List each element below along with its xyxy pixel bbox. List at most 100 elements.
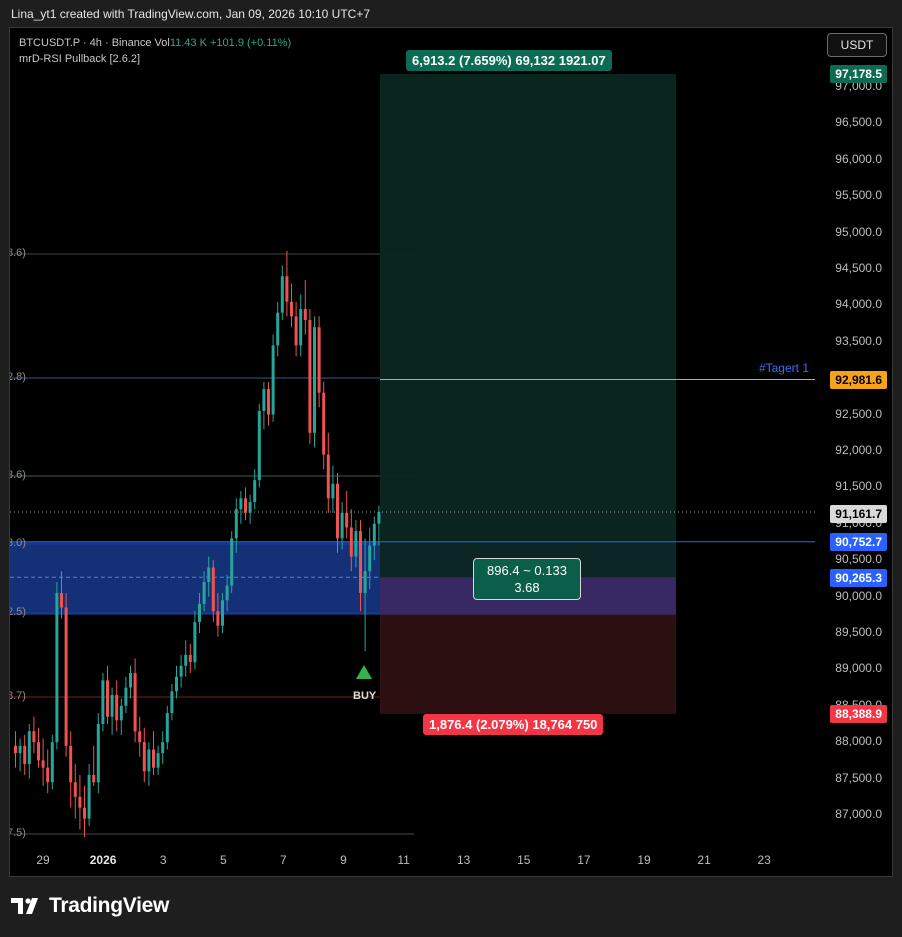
stop-price-tag: 88,388.9 [830, 705, 887, 723]
candle-body [133, 673, 137, 732]
price-axis-label: 96,000.0 [835, 151, 882, 166]
candle-body [207, 567, 211, 583]
loss-info-box[interactable]: 1,876.4 (2.079%) 18,764 750 [423, 714, 604, 735]
fib-level-label: 2.5) [10, 606, 26, 618]
date-axis-label: 9 [340, 853, 347, 867]
candle-body [27, 731, 31, 765]
candle-body [248, 501, 252, 513]
position-ratio-line1: 896.4 ~ 0.133 [487, 563, 567, 578]
candle-body [115, 694, 119, 721]
candle-body [170, 691, 174, 714]
candle-body [161, 742, 165, 754]
currency-button[interactable]: USDT [827, 33, 887, 57]
price-axis-label: 95,500.0 [835, 188, 882, 203]
chart-frame[interactable]: BTCUSDT.P · 4h · Binance Vol11.43 K +101… [9, 27, 893, 877]
candle-body [230, 538, 234, 586]
candle-body [317, 327, 321, 393]
candle-body [92, 774, 96, 783]
candle-body [110, 694, 114, 717]
candle-body [280, 276, 284, 313]
candle-body [32, 731, 36, 743]
legend-symbol[interactable]: BTCUSDT.P · 4h · Binance [19, 37, 152, 49]
candle-body [96, 724, 100, 783]
candle-body [60, 592, 63, 608]
candle-body [129, 673, 132, 688]
candle-body [303, 309, 307, 320]
profit-info-box[interactable]: 6,913.2 (7.659%) 69,132 1921.07 [406, 50, 612, 71]
candle-body [211, 567, 215, 612]
candle-body [340, 512, 344, 539]
candle-body [267, 389, 270, 415]
buy-signal-label: BUY [353, 690, 377, 702]
candle-body [225, 585, 229, 601]
candle-body [377, 512, 381, 524]
chart-canvas[interactable] [10, 28, 893, 877]
candle-body [239, 498, 243, 510]
entry-upper-price-tag: 90,752.7 [830, 533, 887, 551]
candle-body [372, 523, 376, 546]
candle-body [50, 742, 54, 783]
legend-symbol-row: BTCUSDT.P · 4h · Binance Vol11.43 K +101… [19, 35, 291, 51]
candle-body [18, 745, 22, 754]
candle-body [156, 753, 160, 768]
candle-body [234, 509, 238, 539]
legend-vol-value: 11.43 K [169, 37, 207, 49]
price-axis-label: 87,500.0 [835, 770, 882, 785]
date-axis-label: 17 [577, 853, 591, 867]
candle-body [359, 531, 362, 593]
price-axis-label: 88,000.0 [835, 734, 882, 749]
candle-body [326, 454, 330, 499]
price-axis-label: 94,500.0 [835, 261, 882, 275]
price-axis-label: 89,500.0 [835, 625, 882, 639]
date-axis-label: 3 [159, 853, 167, 867]
candle-body [119, 705, 123, 721]
date-axis-label: 5 [219, 853, 227, 867]
candle-body [368, 545, 372, 572]
candle-body [322, 392, 326, 455]
candle-body [363, 571, 367, 593]
candle-body [253, 480, 257, 502]
last-price-tag: 91,161.7 [830, 505, 887, 523]
candle-body [46, 767, 50, 783]
candle-body [313, 327, 316, 433]
position-ratio-box[interactable]: 896.4 ~ 0.133 3.68 [473, 558, 581, 600]
candle-body [55, 592, 59, 743]
candle-body [179, 665, 183, 677]
candle-body [308, 319, 312, 433]
date-axis-label: 15 [517, 853, 531, 867]
candle-body [299, 309, 303, 346]
date-axis-label: 21 [697, 853, 711, 867]
buy-arrow-icon [356, 665, 372, 679]
date-axis-label: 2026 [89, 853, 117, 867]
fib-level-label: 8.6) [10, 247, 26, 259]
tradingview-brand-name: TradingView [49, 894, 170, 917]
candle-body [198, 603, 201, 623]
price-axis-label: 87,000.0 [835, 807, 882, 821]
tradingview-brand[interactable]: TradingView [11, 894, 169, 918]
price-axis-label: 89,000.0 [835, 661, 882, 676]
candle-body [184, 654, 188, 666]
candle-body [165, 713, 169, 743]
candle-body [41, 760, 45, 768]
price-axis-label: 90,500.0 [835, 552, 882, 567]
price-axis-label: 92,000.0 [835, 443, 882, 457]
legend-vol-label: Vol [154, 37, 170, 49]
candle-body [336, 483, 339, 539]
candle-body [221, 600, 224, 626]
candle-body [290, 301, 293, 317]
candle-body [276, 312, 280, 346]
candle-body [73, 782, 77, 797]
candle-body [23, 745, 27, 765]
candle-body [354, 531, 358, 557]
legend-indicator[interactable]: mrD-RSI Pullback [2.6.2] [19, 53, 141, 65]
position-ratio-line2: 3.68 [514, 580, 540, 595]
target1-label: #Tagert 1 [758, 361, 809, 375]
price-axis-label: 92,500.0 [835, 406, 882, 421]
target-price-tag: 97,178.5 [830, 65, 887, 83]
date-axis-label: 11 [397, 853, 410, 867]
fib-level-label: 3.0) [10, 537, 26, 549]
fib-level-label: 7.5) [10, 827, 26, 839]
candle-body [271, 345, 275, 415]
candle-body [124, 687, 128, 706]
price-axis-label: 95,000.0 [835, 224, 882, 239]
